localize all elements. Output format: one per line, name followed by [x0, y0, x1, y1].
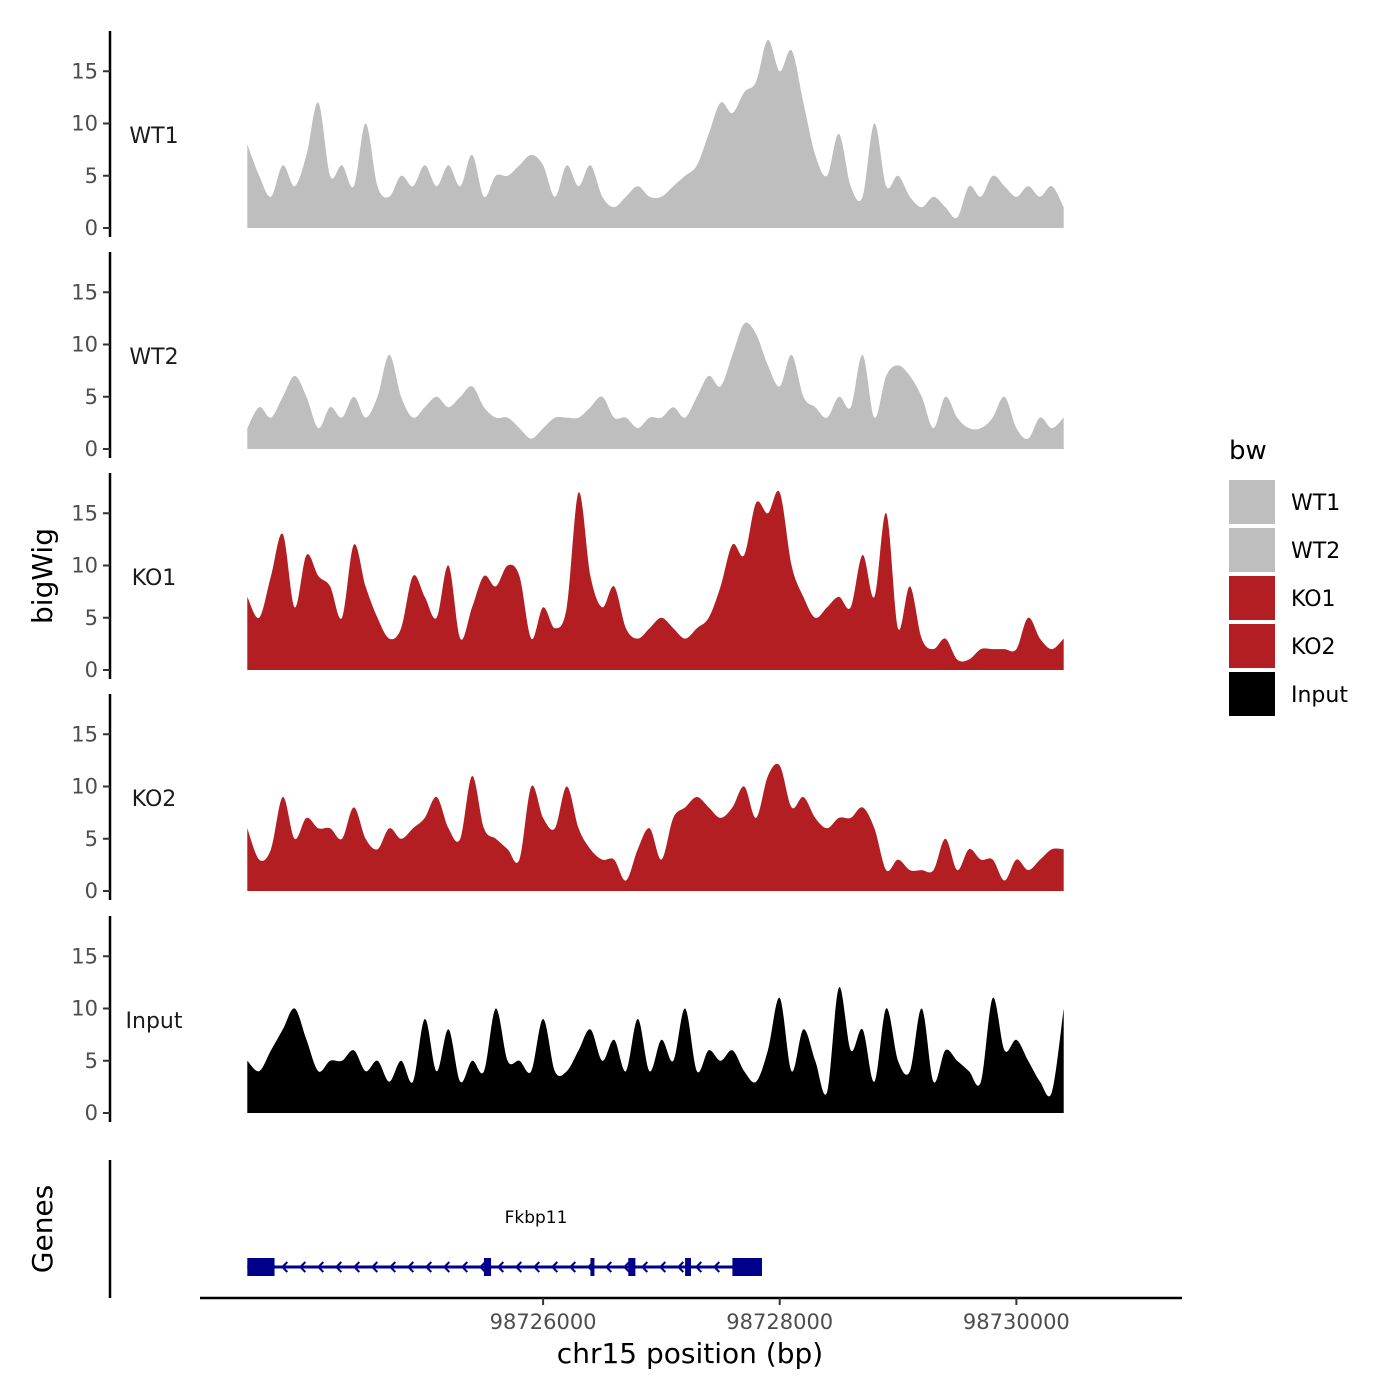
gene-name-label: Fkbp11	[505, 1208, 568, 1228]
y-tick-label: 15	[71, 722, 98, 746]
strand-arrow	[280, 1261, 289, 1273]
strand-arrow	[658, 1261, 667, 1273]
strand-arrow	[424, 1261, 433, 1273]
y-axis-title: bigWig	[26, 528, 59, 624]
strand-arrow	[640, 1261, 649, 1273]
track-label: WT1	[129, 124, 178, 149]
y-tick-label: 15	[71, 59, 98, 83]
gene-track: Fkbp11	[108, 1160, 762, 1298]
coverage-area-ko2	[247, 763, 1064, 891]
x-axis: 98726000 98728000 98730000	[200, 1296, 1182, 1334]
strand-arrow	[694, 1261, 703, 1273]
strand-arrow	[460, 1261, 469, 1273]
legend-swatch-input	[1229, 672, 1275, 716]
strand-arrow	[334, 1261, 343, 1273]
x-tick-label: 98726000	[490, 1310, 597, 1334]
strand-arrow	[298, 1261, 307, 1273]
strand-arrow	[442, 1261, 451, 1273]
legend-title: bw	[1229, 436, 1267, 466]
coverage-area-wt2	[247, 322, 1064, 449]
strand-arrow	[316, 1261, 325, 1273]
legend-swatch-ko2	[1229, 624, 1275, 668]
exon	[247, 1258, 275, 1276]
exon	[732, 1258, 762, 1276]
strand-arrow	[532, 1261, 541, 1273]
strand-arrow	[388, 1261, 397, 1273]
y-tick-label: 15	[71, 944, 98, 968]
legend-label-ko2: KO2	[1291, 635, 1336, 660]
x-tick-label: 98730000	[963, 1310, 1070, 1334]
strand-arrow	[406, 1261, 415, 1273]
strand-arrow	[370, 1261, 379, 1273]
exon	[628, 1258, 636, 1276]
legend-swatch-wt1	[1229, 480, 1275, 524]
gene-track-title: Genes	[26, 1185, 59, 1273]
track-wt1: 0 5 10 15 WT1	[71, 31, 1064, 240]
y-tick-label: 10	[71, 997, 98, 1021]
strand-arrow	[496, 1261, 505, 1273]
track-label: Input	[126, 1009, 183, 1034]
y-tick-label: 0	[85, 1101, 98, 1125]
strand-arrow	[352, 1261, 361, 1273]
strand-arrow	[568, 1261, 577, 1273]
y-tick-label: 10	[71, 775, 98, 799]
y-tick-label: 5	[85, 606, 98, 630]
strand-arrow	[604, 1261, 613, 1273]
y-tick-label: 10	[71, 112, 98, 136]
coverage-area-wt1	[247, 39, 1064, 229]
track-input: 0 5 10 15 Input	[71, 916, 1064, 1125]
coverage-area-ko1	[247, 490, 1064, 670]
legend-label-input: Input	[1291, 683, 1348, 708]
x-axis-title: chr15 position (bp)	[557, 1337, 823, 1370]
y-tick-label: 5	[85, 827, 98, 851]
y-tick-label: 15	[71, 280, 98, 304]
gene-model: Fkbp11	[247, 1208, 762, 1276]
bigwig-tracks: 0 5 10 15 WT1 0 5 10 15 WT2 0 5 10 15 KO1 0 5 10 15 KO2 0 5 10…	[71, 31, 1064, 1125]
legend-label-wt2: WT2	[1291, 539, 1340, 564]
track-ko2: 0 5 10 15 KO2	[71, 694, 1064, 903]
exon	[483, 1258, 492, 1276]
exon	[685, 1258, 691, 1276]
track-ko1: 0 5 10 15 KO1	[71, 473, 1064, 682]
legend-swatch-wt2	[1229, 528, 1275, 572]
coverage-area-input	[247, 987, 1064, 1113]
y-tick-label: 0	[85, 216, 98, 240]
strand-arrow	[478, 1261, 487, 1273]
strand-arrow	[622, 1261, 631, 1273]
y-tick-label: 0	[85, 658, 98, 682]
strand-arrow	[550, 1261, 559, 1273]
legend-label-ko1: KO1	[1291, 587, 1336, 612]
track-label: KO2	[132, 787, 177, 812]
legend-swatch-ko1	[1229, 576, 1275, 620]
y-tick-label: 5	[85, 385, 98, 409]
y-tick-label: 0	[85, 437, 98, 461]
y-tick-label: 5	[85, 164, 98, 188]
x-tick-label: 98728000	[726, 1310, 833, 1334]
y-tick-label: 5	[85, 1049, 98, 1073]
y-tick-label: 15	[71, 501, 98, 525]
track-label: WT2	[129, 345, 178, 370]
exon	[590, 1258, 595, 1276]
y-tick-label: 0	[85, 879, 98, 903]
legend: bw WT1 WT2 KO1 KO2 Input	[1229, 436, 1348, 716]
strand-arrow	[712, 1261, 721, 1273]
legend-label-wt1: WT1	[1291, 491, 1340, 516]
track-wt2: 0 5 10 15 WT2	[71, 252, 1064, 461]
track-label: KO1	[132, 566, 177, 591]
strand-arrow	[514, 1261, 523, 1273]
y-tick-label: 10	[71, 554, 98, 578]
y-tick-label: 10	[71, 333, 98, 357]
strand-arrow	[676, 1261, 685, 1273]
